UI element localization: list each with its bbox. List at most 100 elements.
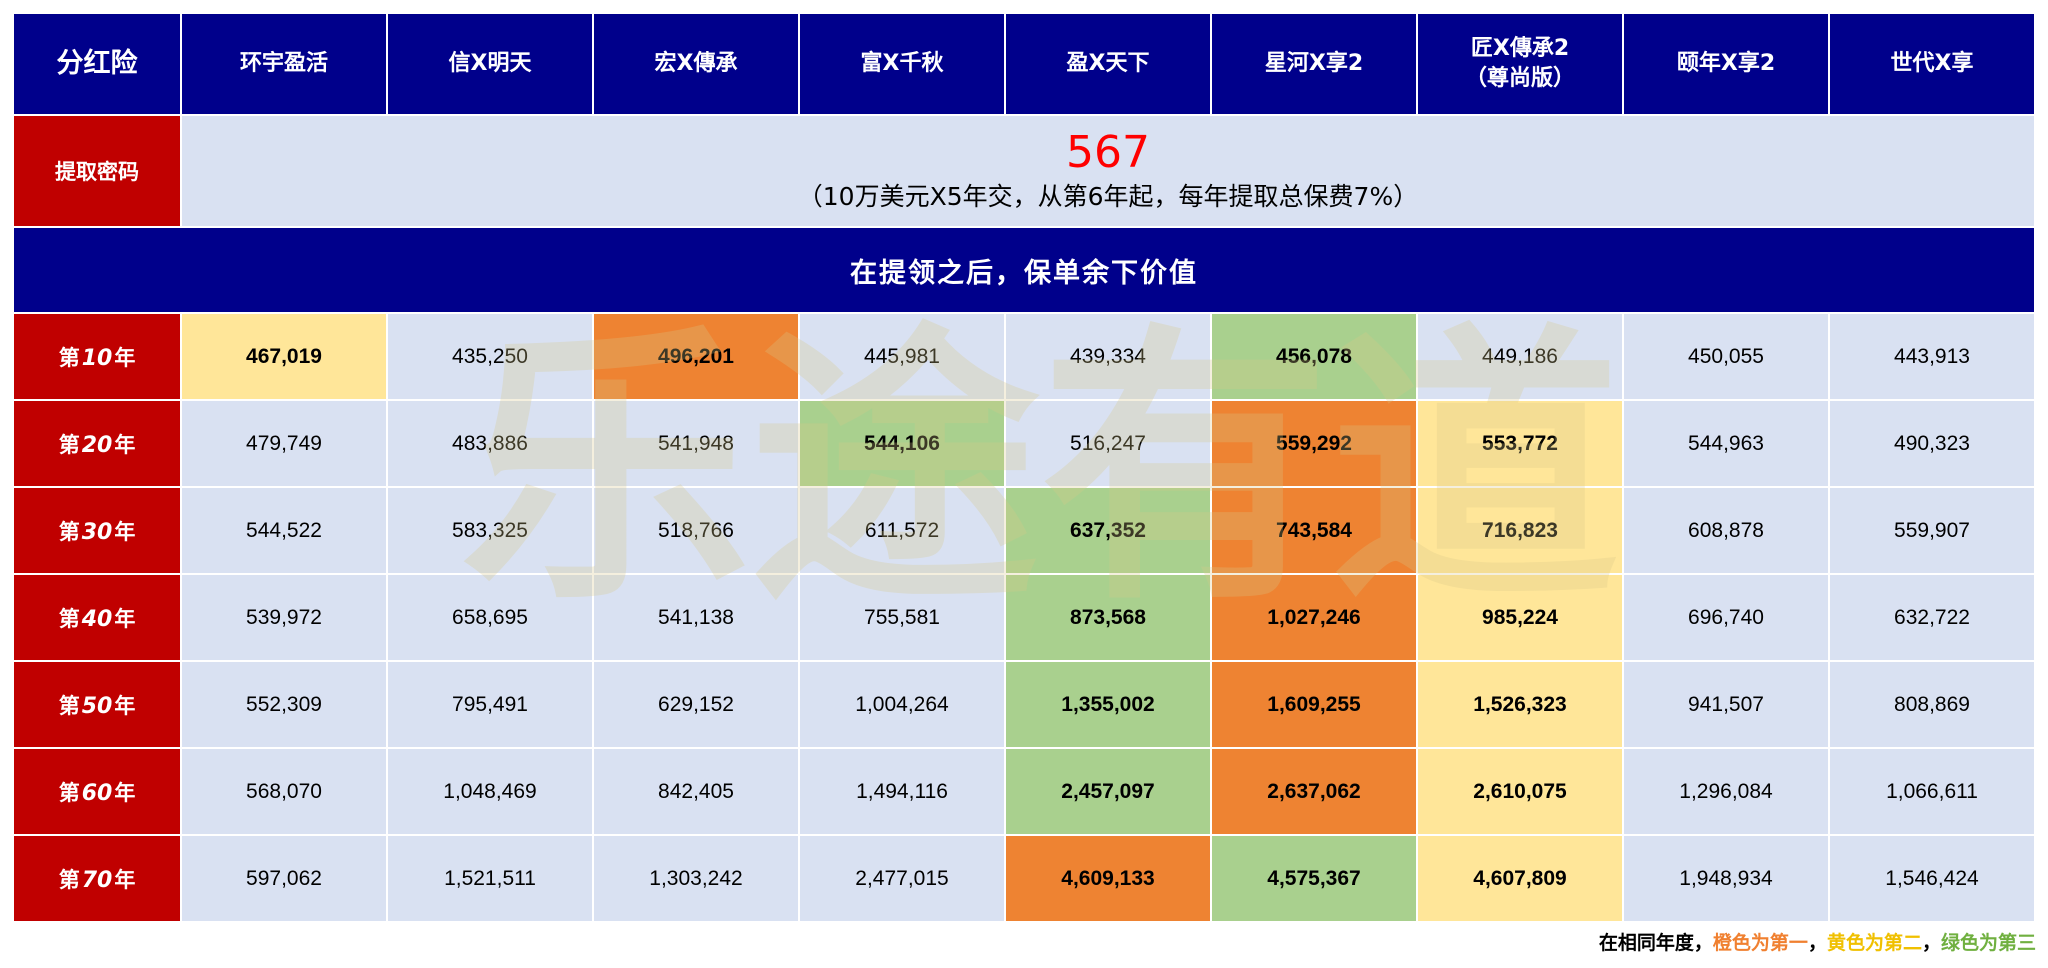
table-cell: 541,948	[592, 399, 800, 488]
legend-prefix: 在相同年度，	[1598, 932, 1713, 954]
table-cell: 559,292	[1210, 399, 1418, 488]
table-cell: 490,323	[1828, 399, 2036, 488]
table-cell: 608,878	[1622, 486, 1830, 575]
legend: 在相同年度，橙色为第一，黄色为第二，绿色为第三	[1599, 928, 2036, 955]
table-cell: 553,772	[1416, 399, 1624, 488]
row-label: 第60年	[12, 747, 182, 836]
table-cell: 1,048,469	[386, 747, 594, 836]
password-cell: 567 （10万美元X5年交，从第6年起，每年提取总保费7%）	[180, 114, 2036, 228]
legend-third: 绿色为第三	[1940, 932, 2036, 954]
header-product-6: 星河X享2	[1210, 12, 1418, 116]
table-cell: 632,722	[1828, 573, 2036, 662]
table-cell: 496,201	[592, 312, 800, 401]
header-title-cell: 分红险	[12, 12, 182, 116]
row-label: 第30年	[12, 486, 182, 575]
table-cell: 1,521,511	[386, 834, 594, 923]
table-cell: 1,526,323	[1416, 660, 1624, 749]
header-product-3: 宏X傳承	[592, 12, 800, 116]
password-label: 提取密码	[12, 114, 182, 228]
row-label: 第10年	[12, 312, 182, 401]
legend-sep-2: ，	[1921, 932, 1941, 954]
header-product-8: 颐年X享2	[1622, 12, 1830, 116]
table-cell: 544,522	[180, 486, 388, 575]
header-product-4: 富X千秋	[798, 12, 1006, 116]
legend-first: 橙色为第一	[1712, 932, 1808, 954]
table-cell: 539,972	[180, 573, 388, 662]
row-label: 第20年	[12, 399, 182, 488]
table-cell: 842,405	[592, 747, 800, 836]
table-cell: 4,575,367	[1210, 834, 1418, 923]
table-cell: 2,457,097	[1004, 747, 1212, 836]
table-cell: 4,607,809	[1416, 834, 1624, 923]
table-cell: 1,303,242	[592, 834, 800, 923]
table-cell: 716,823	[1416, 486, 1624, 575]
table-row: 第60年 568,070 1,048,469 842,405 1,494,116 2,45…	[12, 747, 2036, 836]
row-label: 第70年	[12, 834, 182, 923]
table-cell: 559,907	[1828, 486, 2036, 575]
table-cell: 611,572	[798, 486, 1006, 575]
header-product-5: 盈X天下	[1004, 12, 1212, 116]
row-label: 第40年	[12, 573, 182, 662]
table-cell: 1,546,424	[1828, 834, 2036, 923]
table-cell: 658,695	[386, 573, 594, 662]
table-cell: 755,581	[798, 573, 1006, 662]
password-note: （10万美元X5年交，从第6年起，每年提取总保费7%）	[797, 182, 1419, 211]
table-cell: 2,477,015	[798, 834, 1006, 923]
table-cell: 1,296,084	[1622, 747, 1830, 836]
table-cell: 583,325	[386, 486, 594, 575]
header-product-9: 世代X享	[1828, 12, 2036, 116]
table-cell: 1,609,255	[1210, 660, 1418, 749]
table-cell: 450,055	[1622, 312, 1830, 401]
table-cell: 541,138	[592, 573, 800, 662]
table-cell: 1,004,264	[798, 660, 1006, 749]
table-row: 第40年 539,972 658,695 541,138 755,581 873,568 1…	[12, 573, 2036, 662]
table-row: 第30年 544,522 583,325 518,766 611,572 637,352 7…	[12, 486, 2036, 575]
table-cell: 743,584	[1210, 486, 1418, 575]
header-row: 分红险 环宇盈活 信X明天 宏X傳承 富X千秋 盈X天下 星河X享2 匠X傳承2 （尊尚版）颐…	[12, 12, 2036, 116]
table-cell: 544,106	[798, 399, 1006, 488]
row-label: 第50年	[12, 660, 182, 749]
table-cell: 2,637,062	[1210, 747, 1418, 836]
table-cell: 696,740	[1622, 573, 1830, 662]
table-cell: 1,066,611	[1828, 747, 2036, 836]
header-product-1: 环宇盈活	[180, 12, 388, 116]
table-cell: 4,609,133	[1004, 834, 1212, 923]
table-cell: 445,981	[798, 312, 1006, 401]
comparison-table: 分红险 环宇盈活 信X明天 宏X傳承 富X千秋 盈X天下 星河X享2 匠X傳承2 （尊尚版）颐…	[12, 12, 2036, 923]
table-cell: 435,250	[386, 312, 594, 401]
table-cell: 985,224	[1416, 573, 1624, 662]
password-value: 567	[1066, 127, 1150, 178]
table-cell: 795,491	[386, 660, 594, 749]
table-cell: 568,070	[180, 747, 388, 836]
table-cell: 597,062	[180, 834, 388, 923]
table-cell: 1,027,246	[1210, 573, 1418, 662]
table-cell: 552,309	[180, 660, 388, 749]
table-cell: 483,886	[386, 399, 594, 488]
table-cell: 637,352	[1004, 486, 1212, 575]
password-row: 提取密码 567 （10万美元X5年交，从第6年起，每年提取总保费7%）	[12, 114, 2036, 228]
table-cell: 2,610,075	[1416, 747, 1624, 836]
table-cell: 1,355,002	[1004, 660, 1212, 749]
table-cell: 518,766	[592, 486, 800, 575]
table-cell: 544,963	[1622, 399, 1830, 488]
table-cell: 1,494,116	[798, 747, 1006, 836]
section-row: 在提领之后，保单余下价值	[12, 226, 2036, 314]
table-cell: 629,152	[592, 660, 800, 749]
table-cell: 467,019	[180, 312, 388, 401]
header-product-7: 匠X傳承2 （尊尚版）	[1416, 12, 1624, 116]
table-cell: 456,078	[1210, 312, 1418, 401]
table-cell: 941,507	[1622, 660, 1830, 749]
table-cell: 1,948,934	[1622, 834, 1830, 923]
table-cell: 873,568	[1004, 573, 1212, 662]
table-cell: 516,247	[1004, 399, 1212, 488]
legend-sep-1: ，	[1807, 932, 1827, 954]
table-row: 第50年 552,309 795,491 629,152 1,004,264 1,355,…	[12, 660, 2036, 749]
table-row: 第70年 597,062 1,521,511 1,303,242 2,477,015 4,…	[12, 834, 2036, 923]
section-title: 在提领之后，保单余下价值	[12, 226, 2036, 314]
table-cell: 449,186	[1416, 312, 1624, 401]
table-cell: 479,749	[180, 399, 388, 488]
header-product-2: 信X明天	[386, 12, 594, 116]
table-cell: 808,869	[1828, 660, 2036, 749]
table-cell: 443,913	[1828, 312, 2036, 401]
table-row: 第10年 467,019 435,250 496,201 445,981 439,334 4…	[12, 312, 2036, 401]
